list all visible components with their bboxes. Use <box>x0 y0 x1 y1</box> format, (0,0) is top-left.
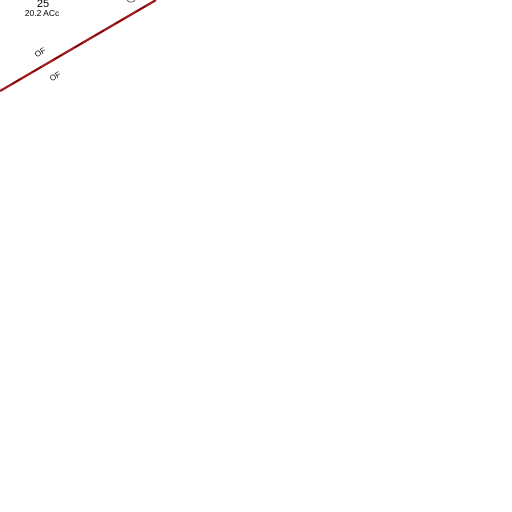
parcel-area: 20.2 ACc <box>25 8 60 18</box>
parcel-number: 25 <box>37 0 49 10</box>
survey-marker <box>126 0 136 3</box>
boundary-dash <box>0 0 157 92</box>
